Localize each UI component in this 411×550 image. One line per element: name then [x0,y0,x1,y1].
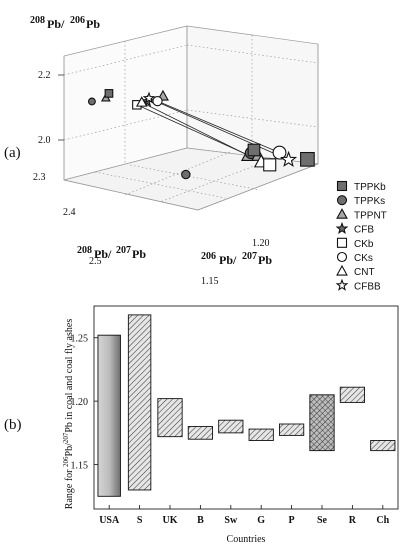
range-bar-s [127,314,152,491]
legend-label-tppnt: TPPNT [354,210,387,221]
range-bar-r [339,386,366,403]
x-tick-2-3: 2.3 [33,172,46,183]
point-cfbb-0 [280,150,298,167]
panel-b-y-ticks: 1.15 1.20 1.25 [71,334,98,472]
point-cfbb-1 [142,91,156,104]
point-tppkb-1 [300,151,315,167]
legend-label-ckb: CKb [354,239,374,250]
y-axis-sup1: 206 [201,251,216,262]
y-axis-tail: Pb [258,253,272,267]
range-bar-uk [157,398,183,438]
range-bar-g [248,428,274,441]
y-tick-1-15: 1.15 [201,276,219,287]
legend-label-cfb: CFB [354,225,374,236]
x-tick-label-b: B [197,515,204,526]
y-tick-label-1: 1.20 [71,397,89,408]
z-axis-label: 208 Pb/ 206 Pb [30,15,100,31]
point-tppkb-0 [247,143,261,157]
x-axis-sup2: 207 [116,245,131,256]
panel-b-tag: (b) [4,417,22,433]
x-tick-label-p: P [289,515,295,526]
range-bar-se [309,394,335,452]
panel-b-bars [97,314,396,497]
ylabel-part-3: Pb in coal and coal fly ashes [64,319,75,433]
panel-a-legend: TPPKb TPPKs TPPNT CFB CKb CKs CNT CFBB [335,180,387,292]
legend-marker-cfb [335,221,349,235]
range-bar-b [187,426,214,440]
x-tick-label-usa: USA [99,515,120,526]
z-tick-2-0: 2.0 [38,135,51,146]
y-tick-1-20: 1.20 [252,238,270,249]
z-axis-main: Pb/ [47,17,65,31]
legend-label-cnt: CNT [354,267,375,278]
z-tick-2-2: 2.2 [38,70,51,81]
x-tick-label-s: S [137,515,143,526]
z-axis-sup2: 206 [70,15,85,26]
range-bar-ch [370,440,396,452]
ylabel-sup-2: 207 [62,432,70,443]
y-axis-main: Pb/ [219,253,237,267]
range-bar-sw [218,419,244,434]
point-ckb-0 [263,158,277,172]
point-cks-0 [272,145,287,160]
connector-line-2 [148,97,289,161]
point-tppks-2 [87,97,96,106]
x-axis-tail: Pb [132,247,146,261]
legend-marker-cnt [336,264,348,276]
y-axis-sup2: 207 [242,251,257,262]
ylabel-sup-1: 206 [62,456,70,467]
legend-marker-cks [336,251,348,263]
legend-marker-ckb [336,237,348,248]
z-axis-sup1: 208 [30,15,45,26]
legend-label-cfbb: CFBB [354,281,381,292]
legend-marker-tppks [336,195,348,206]
x-tick-2-4: 2.4 [63,207,76,218]
panel-a-box [63,25,319,211]
legend-marker-cfbb [335,278,349,291]
legend-label-cks: CKs [354,253,373,264]
panel-a-3d-scatter: 208 Pb/ 206 Pb 208 Pb/ 207 Pb 206 Pb/ 20… [4,15,387,292]
x-tick-label-g: G [257,515,265,526]
x-axis-label: 208 Pb/ 207 Pb [77,245,146,261]
ylabel-part-2: Pb/ [64,443,75,457]
z-axis-tail: Pb [86,17,100,31]
ylabel-part-1: Range for [64,467,75,509]
y-axis-label: 206 Pb/ 207 Pb [201,251,272,267]
panel-b-xlabel: Countries [227,534,266,545]
point-tppkb-2 [104,89,114,98]
y-tick-label-2: 1.25 [71,334,89,345]
panel-b-frame [93,305,399,510]
range-bar-p [278,423,305,436]
point-tppks-1 [181,169,191,180]
panel-b-x-ticks: USA S UK B Sw G P Se R Ch [99,505,390,526]
legend-marker-tppkb [336,180,348,192]
x-tick-label-sw: Sw [224,515,238,526]
range-bar-usa [97,334,121,497]
x-axis-main: Pb/ [94,247,112,261]
x-tick-label-r: R [349,515,357,526]
connector-line-3 [141,102,262,163]
x-tick-label-uk: UK [163,515,178,526]
point-cnt-1 [135,96,148,107]
panel-b-ylabel: Range for 206Pb/207Pb in coal and coal f… [62,319,75,510]
x-tick-label-ch: Ch [376,515,389,526]
x-tick-2-5: 2.5 [89,256,102,267]
legend-marker-tppnt [336,208,348,219]
point-cks-1 [152,95,163,107]
legend-label-tppkb: TPPKb [354,182,386,193]
panel-a-points [87,89,315,180]
panel-b-range-chart: 1.151.201.25 USA S UK B Sw G P Se R Ch Countries … [4,305,399,545]
legend-label-tppks: TPPKs [354,196,385,207]
y-tick-label-0: 1.15 [71,461,89,472]
panel-a-tag: (a) [4,145,21,161]
x-axis-sup1: 208 [77,245,92,256]
panel-a-tickmarks [58,74,64,141]
x-tick-label-se: Se [317,515,328,526]
